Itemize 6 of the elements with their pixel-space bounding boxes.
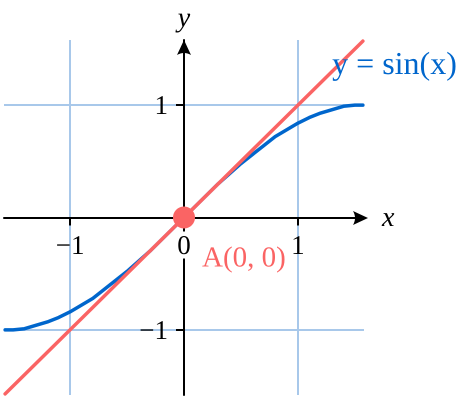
x-axis-title: x (381, 202, 395, 233)
y-axis-title: y (174, 2, 191, 34)
x-tick-label: 0 (177, 230, 191, 260)
x-tick-label: −1 (56, 230, 84, 260)
series-label: A(0, 0) (202, 242, 286, 274)
x-tick-label: 1 (291, 230, 305, 260)
